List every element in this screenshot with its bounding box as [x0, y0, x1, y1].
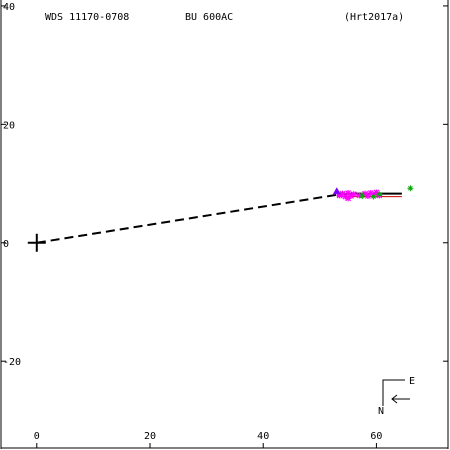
- compass-east-label: E: [409, 376, 415, 387]
- x-tick-label: 0: [34, 431, 40, 442]
- observation-point: [339, 190, 346, 197]
- point-stroke: [345, 190, 352, 196]
- wds-id: WDS 11170-0708: [45, 12, 129, 23]
- observation-point: [350, 191, 357, 198]
- observation-point: [359, 192, 366, 199]
- data-marks: [27, 185, 414, 252]
- discoverer-code: BU 600AC: [185, 12, 233, 23]
- y-tick-label: 0: [3, 239, 9, 250]
- compass: E N: [378, 376, 415, 417]
- compass-arrow-head: [391, 394, 398, 404]
- point-stroke: [367, 190, 374, 196]
- reference-code: (Hrt2017a): [344, 12, 404, 23]
- y-tick-label: 40: [3, 2, 15, 13]
- observation-point: [345, 195, 352, 202]
- observation-point: [407, 185, 414, 192]
- observation-point: [370, 193, 377, 200]
- point-stroke: [373, 189, 380, 196]
- point-stroke: [345, 195, 352, 202]
- observation-point: [376, 191, 383, 198]
- y-tick-label: -20: [3, 357, 21, 368]
- x-tick-label: 40: [257, 431, 269, 442]
- observation-point: [332, 187, 341, 195]
- y-tick-label: 20: [3, 120, 15, 131]
- compass-north-label: N: [378, 406, 384, 417]
- point-stroke: [350, 191, 357, 198]
- point-stroke: [376, 191, 382, 197]
- point-triangle: [332, 187, 341, 195]
- point-stroke: [359, 193, 365, 199]
- x-tick-label: 60: [370, 431, 382, 442]
- x-tick-label: 20: [144, 431, 156, 442]
- compass-east-line: [382, 379, 405, 406]
- point-stroke: [356, 192, 363, 199]
- point-stroke: [408, 185, 413, 191]
- orbit-dashed-line: [36, 193, 337, 244]
- point-stroke: [371, 194, 376, 199]
- point-stroke: [339, 190, 346, 197]
